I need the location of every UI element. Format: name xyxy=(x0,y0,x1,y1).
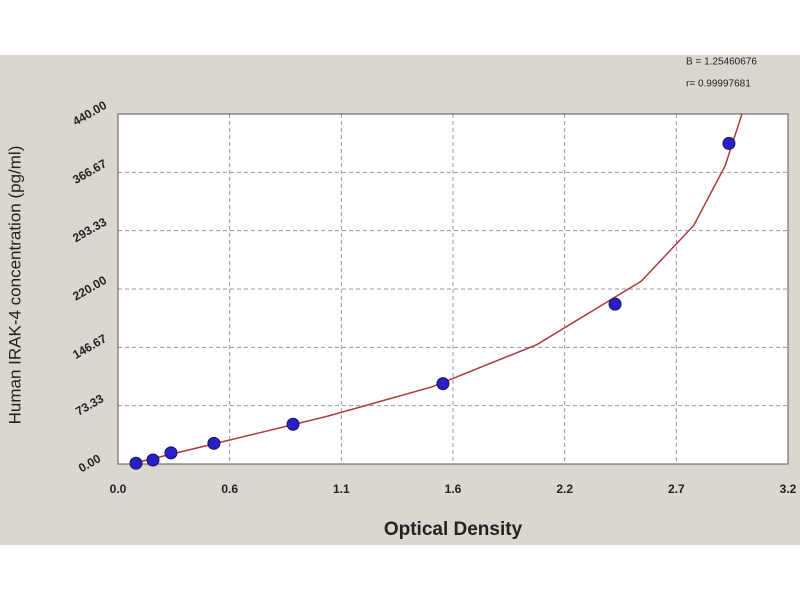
x-tick-label: 2.7 xyxy=(668,482,685,496)
data-point xyxy=(164,446,178,460)
data-point xyxy=(608,297,622,311)
plot-border xyxy=(117,113,789,465)
data-point xyxy=(207,436,221,450)
x-tick-label: 1.1 xyxy=(333,482,350,496)
data-point xyxy=(722,136,736,150)
x-tick-label: 0.6 xyxy=(221,482,238,496)
annotation: B = 1.25460676 xyxy=(686,57,757,68)
x-tick-label: 0.0 xyxy=(110,482,127,496)
data-point xyxy=(286,417,300,431)
x-tick-label: 2.2 xyxy=(556,482,573,496)
data-point xyxy=(146,453,160,467)
fit-curve xyxy=(130,113,743,465)
x-tick-label: 1.6 xyxy=(445,482,462,496)
y-axis-label: Human IRAK-4 concentration (pg/ml) xyxy=(5,146,24,425)
x-tick-label: 3.2 xyxy=(780,482,797,496)
data-point xyxy=(436,377,450,391)
data-point xyxy=(129,456,143,470)
x-axis-label: Optical Density xyxy=(384,519,523,540)
annotation: r= 0.99997681 xyxy=(686,79,751,90)
